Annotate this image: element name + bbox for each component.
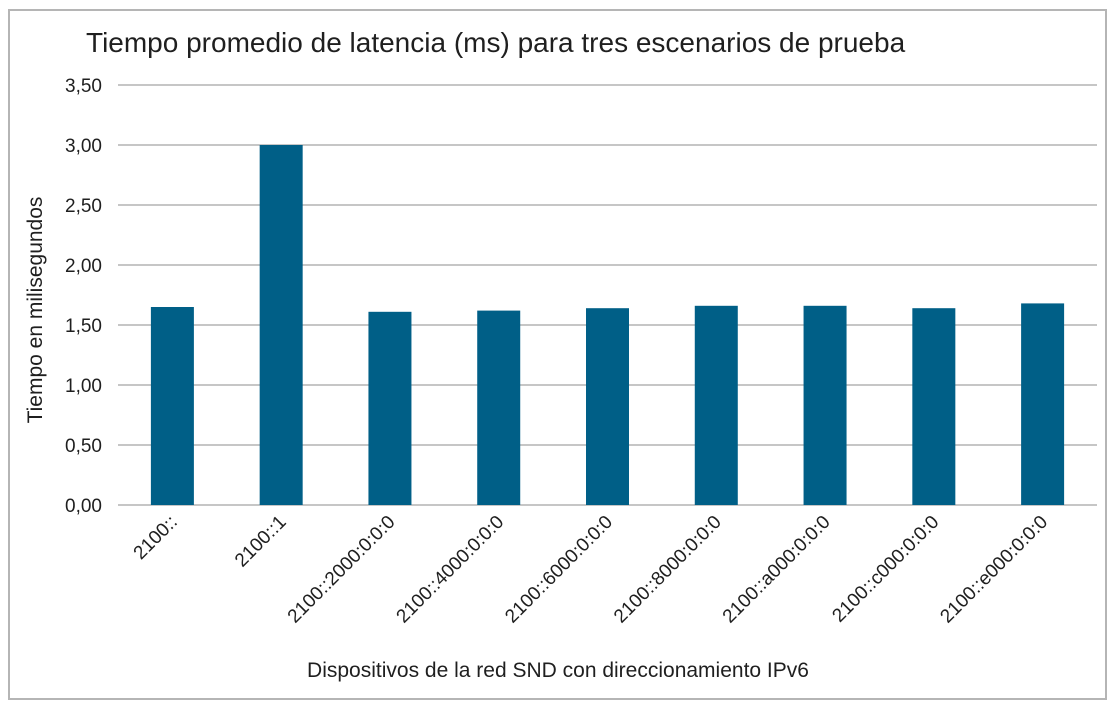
y-axis-label: Tiempo en milisegundos — [24, 197, 47, 424]
bars — [150, 145, 1065, 505]
x-tick-label: 2100:: — [130, 512, 182, 564]
x-tick-label: 2100::4000:0:0:0 — [393, 512, 509, 628]
x-tick-label: 2100::c000:0:0:0 — [828, 512, 943, 627]
bar — [150, 307, 194, 505]
x-tick-label: 2100::8000:0:0:0 — [610, 512, 726, 628]
y-tick-label: 2,50 — [65, 196, 102, 217]
y-axis-ticks: 0,00 0,50 1,00 1,50 2,00 2,50 3,00 3,50 — [65, 76, 102, 517]
y-tick-label: 1,00 — [65, 376, 102, 397]
y-tick-label: 0,00 — [65, 496, 102, 517]
y-tick-label: 0,50 — [65, 436, 102, 457]
bar — [259, 145, 303, 505]
chart-title: Tiempo promedio de latencia (ms) para tr… — [86, 27, 906, 58]
bar — [694, 305, 738, 505]
bar — [586, 308, 629, 505]
x-tick-label: 2100::a000:0:0:0 — [719, 512, 835, 628]
y-tick-label: 1,50 — [65, 316, 102, 337]
bar — [368, 311, 412, 505]
bar — [1021, 303, 1065, 505]
y-tick-label: 3,50 — [65, 76, 102, 97]
y-tick-label: 2,00 — [65, 256, 102, 277]
bar — [477, 310, 521, 505]
bar — [912, 308, 956, 505]
x-tick-label: 2100::6000:0:0:0 — [501, 512, 617, 628]
bar — [803, 305, 847, 505]
x-tick-label: 2100::2000:0:0:0 — [284, 512, 400, 628]
x-tick-label: 2100::e000:0:0:0 — [936, 512, 1052, 628]
y-tick-label: 3,00 — [65, 136, 102, 157]
x-tick-label: 2100::1 — [231, 512, 291, 572]
x-axis-ticks: 2100:: 2100::12100::2000:0:0:02100::4000:… — [130, 512, 1052, 628]
x-axis-label: Dispositivos de la red SND con direccion… — [307, 659, 809, 682]
